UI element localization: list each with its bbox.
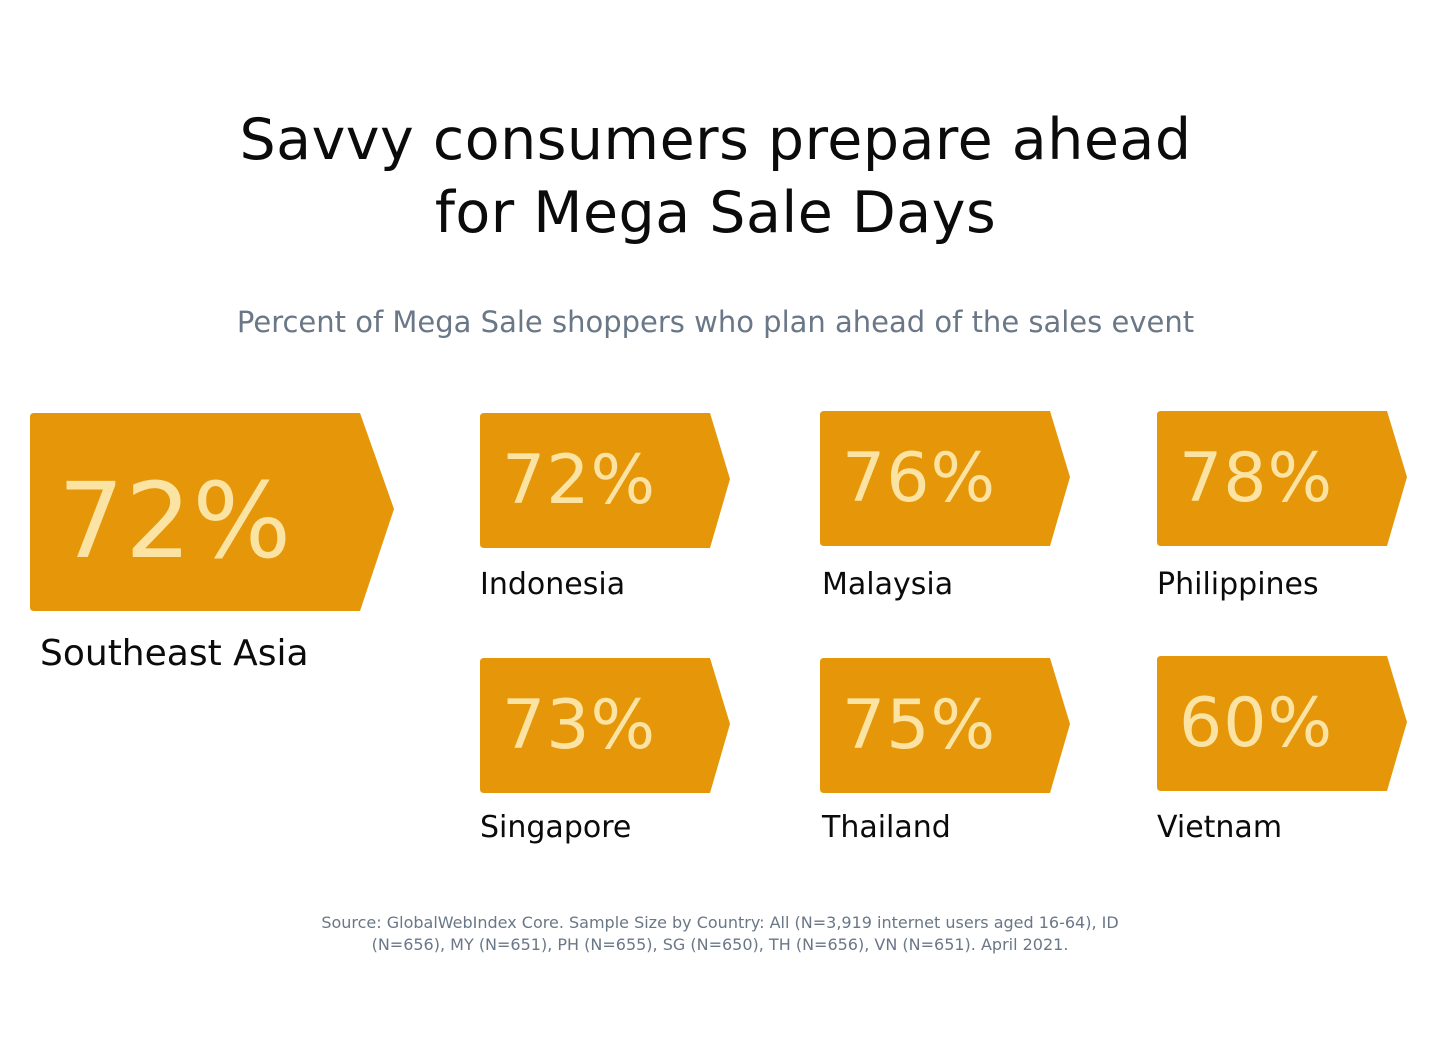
source-note-line-1: Source: GlobalWebIndex Core. Sample Size… [321, 913, 1119, 932]
stat-tag-malaysia: 76% [820, 411, 1070, 546]
chart-subtitle: Percent of Mega Sale shoppers who plan a… [236, 305, 1195, 339]
stat-value-southeast-asia: 72% [58, 460, 293, 582]
stat-value-singapore: 73% [502, 686, 657, 765]
tag-shape-malaysia [820, 411, 1070, 546]
stat-tag-philippines: 78% [1157, 411, 1407, 546]
stat-tag-southeast-asia: 72% [30, 413, 394, 611]
tag-shape-philippines [1157, 411, 1407, 546]
stat-label-thailand: Thailand [822, 810, 951, 845]
stat-tag-singapore: 73% [480, 658, 730, 793]
stat-value-philippines: 78% [1179, 439, 1334, 518]
source-note: Source: GlobalWebIndex Core. Sample Size… [300, 912, 1140, 956]
tag-shape-thailand [820, 658, 1070, 793]
stat-value-thailand: 75% [842, 686, 997, 765]
stat-tag-vietnam: 60% [1157, 656, 1407, 791]
chart-title-line-2: for Mega Sale Days [434, 180, 997, 246]
tag-shape-indonesia [480, 413, 730, 548]
stat-label-indonesia: Indonesia [480, 567, 626, 602]
stat-value-indonesia: 72% [502, 441, 657, 520]
chart-title: Savvy consumers prepare ahead for Mega S… [0, 104, 1431, 250]
stat-tag-thailand: 75% [820, 658, 1070, 793]
stat-label-philippines: Philippines [1157, 567, 1319, 602]
tag-shape-vietnam [1157, 656, 1407, 791]
stat-value-malaysia: 76% [842, 439, 997, 518]
chart-title-line-1: Savvy consumers prepare ahead [239, 107, 1192, 173]
stat-label-southeast-asia: Southeast Asia [40, 633, 309, 674]
tag-shape-southeast-asia [30, 413, 394, 611]
stat-label-malaysia: Malaysia [822, 567, 954, 602]
stat-value-vietnam: 60% [1179, 684, 1334, 763]
tag-shape-singapore [480, 658, 730, 793]
stat-label-singapore: Singapore [480, 810, 632, 845]
source-note-line-2: (N=656), MY (N=651), PH (N=655), SG (N=6… [371, 935, 1069, 954]
stat-label-vietnam: Vietnam [1157, 810, 1283, 845]
stat-tag-indonesia: 72% [480, 413, 730, 548]
